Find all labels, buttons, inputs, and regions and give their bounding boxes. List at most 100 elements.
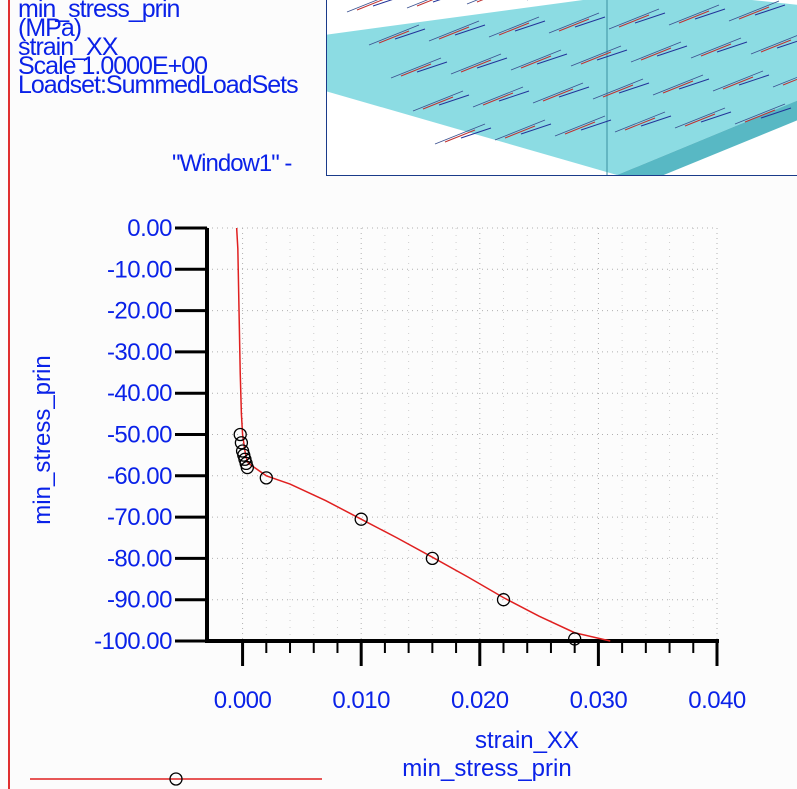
force-arrow <box>574 16 606 28</box>
force-arrow <box>776 40 797 49</box>
x-ticks: 0.000 0.010 0.020 0.030 0.040 <box>214 641 746 714</box>
force-arrow <box>678 10 710 24</box>
series-marker <box>234 436 249 450</box>
force-arrow <box>520 55 552 69</box>
y-tick-label: -70.00 <box>107 504 172 531</box>
x-tick-label: 0.010 <box>332 687 390 714</box>
force-arrow <box>700 111 732 123</box>
force-arrow <box>520 123 552 135</box>
force-arrow <box>738 74 770 86</box>
mesh-line <box>406 0 429 9</box>
mesh-line <box>592 78 644 100</box>
force-arrow <box>476 57 508 69</box>
grid <box>207 227 718 642</box>
mesh-line <box>734 103 786 125</box>
force-arrow <box>558 86 590 98</box>
force-arrow <box>656 45 688 57</box>
force-arrow <box>416 0 434 7</box>
force-arrow <box>618 82 650 94</box>
axes <box>205 228 719 653</box>
force-arrow <box>438 26 470 40</box>
model-preview-window[interactable] <box>326 0 797 176</box>
series-layer <box>233 227 611 646</box>
force-arrow <box>640 115 672 127</box>
series-marker <box>496 593 511 607</box>
force-arrow <box>782 78 797 86</box>
mesh-line <box>690 37 742 59</box>
mesh-line <box>630 41 682 63</box>
force-arrow <box>356 0 384 11</box>
force-arrow <box>498 90 530 102</box>
force-arrow <box>460 59 492 73</box>
info-loadset: Loadset:SummedLoadSets <box>18 71 299 99</box>
mesh-line <box>674 107 726 129</box>
force-arrow <box>536 53 568 65</box>
info-scale: Scale 1.0000E+00 <box>18 52 208 80</box>
force-arrow <box>504 125 536 139</box>
mesh-line <box>450 53 502 75</box>
force-arrow <box>678 78 710 90</box>
mesh-line <box>548 12 600 34</box>
force-arrow <box>624 117 656 131</box>
mesh-line <box>466 0 479 5</box>
left-border <box>8 0 10 789</box>
y-tick-label: -10.00 <box>107 256 172 283</box>
info-units: (MPa) <box>18 14 82 42</box>
y-ticks: 0.00 -10.00 -20.00 -30.00 -40.00 -50.00 -60.00… <box>94 215 207 655</box>
force-arrow <box>700 43 732 57</box>
x-tick-label: 0.000 <box>214 687 272 714</box>
mesh-line <box>494 119 546 141</box>
mesh-line <box>772 76 797 88</box>
series-marker <box>425 551 439 566</box>
series-marker <box>354 512 368 526</box>
force-arrow <box>760 39 792 53</box>
series-line <box>235 227 611 642</box>
x-axis-label: strain_XX <box>475 727 579 754</box>
y-tick-label: -80.00 <box>107 545 172 572</box>
force-arrow <box>640 47 672 61</box>
mesh-line <box>510 49 562 71</box>
force-arrow <box>760 107 792 119</box>
y-tick-label: -100.00 <box>94 628 172 655</box>
force-arrow <box>580 119 612 131</box>
force-arrow <box>618 14 650 28</box>
mesh-line <box>750 35 797 55</box>
mesh-line <box>434 123 486 145</box>
y-tick-label: -20.00 <box>107 298 172 325</box>
force-arrow <box>684 113 716 127</box>
force-arrow <box>454 24 486 36</box>
y-tick-label: -90.00 <box>107 587 172 614</box>
model-preview-image <box>327 0 797 175</box>
legend: min_stress_prin <box>30 755 572 786</box>
mesh-line <box>412 90 464 112</box>
force-arrow <box>564 121 596 135</box>
y-tick-label: -30.00 <box>107 339 172 366</box>
series-marker <box>240 460 254 475</box>
force-arrow <box>596 49 628 61</box>
force-arrow <box>580 51 612 65</box>
mesh-line <box>712 70 764 92</box>
force-arrow <box>558 18 590 32</box>
mesh-line <box>608 8 660 30</box>
force-arrow <box>378 30 410 44</box>
series-marker <box>568 632 582 646</box>
x-tick-label: 0.040 <box>688 687 746 714</box>
mesh-line <box>346 0 379 13</box>
force-arrow <box>422 96 454 110</box>
force-arrow <box>444 129 476 143</box>
force-arrow <box>372 0 393 7</box>
force-arrow <box>394 28 426 40</box>
series-marker <box>259 471 273 485</box>
force-arrow <box>716 41 748 53</box>
y-tick-label: -40.00 <box>107 380 172 407</box>
x-tick-label: 0.020 <box>451 687 509 714</box>
mesh-line <box>554 115 606 137</box>
force-arrow <box>400 63 432 77</box>
mesh-line <box>428 20 480 42</box>
mesh-line <box>570 45 622 67</box>
plot-info-block: min_stress_prin (MPa) strain_XX Scale 1.… <box>18 0 299 99</box>
x-tick-label: 0.030 <box>570 687 628 714</box>
y-tick-label: 0.00 <box>127 215 172 242</box>
force-arrow <box>438 94 470 106</box>
